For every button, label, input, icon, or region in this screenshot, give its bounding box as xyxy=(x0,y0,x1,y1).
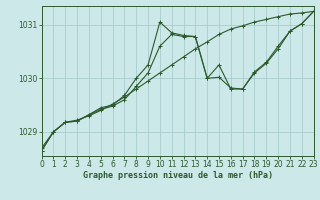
X-axis label: Graphe pression niveau de la mer (hPa): Graphe pression niveau de la mer (hPa) xyxy=(83,171,273,180)
